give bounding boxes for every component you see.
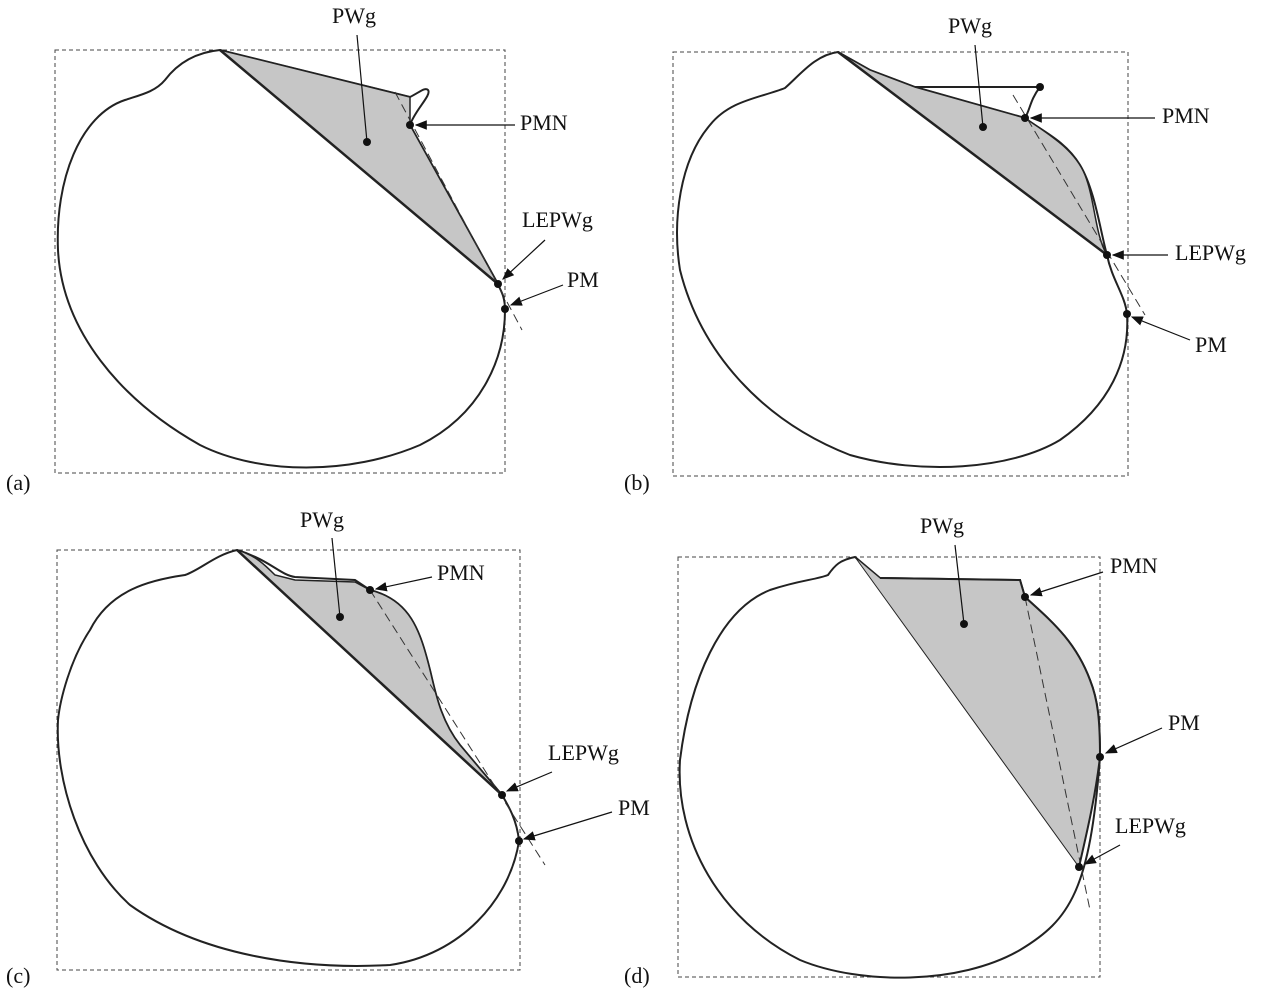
panel-b: PWg PMN LEPWg PM (b) [624,13,1246,495]
panel-d: PWg PMN PM LEPWg (d) [624,513,1200,988]
label: LEPWg [522,207,593,232]
label: PM [1168,710,1200,735]
label: PMN [520,110,568,135]
arrow [1106,728,1162,753]
point [1103,251,1111,259]
point [366,586,374,594]
panel-label: (d) [624,963,650,988]
arrow [1132,317,1190,340]
panel-label: (b) [624,470,650,495]
arrow [511,285,563,305]
label: PMN [1162,103,1210,128]
point [494,280,502,288]
label: PM [567,267,599,292]
point [501,305,509,313]
arrow [1085,845,1120,864]
arrow [507,772,552,791]
label: PWg [920,513,964,538]
label: PWg [332,3,376,28]
label: LEPWg [1175,240,1246,265]
label: PMN [437,560,485,585]
arrow [524,812,612,839]
label: PWg [300,507,344,532]
panel-label: (c) [6,963,30,988]
point [1021,593,1029,601]
point [1036,83,1044,91]
figure: PWg PMN LEPWg PM (a) PWg PMN LEPWg PM (b… [0,0,1271,990]
arrow [376,577,432,589]
outline [677,52,1127,467]
point [515,837,523,845]
point [498,791,506,799]
panel-label: (a) [6,470,30,495]
outline [58,550,519,966]
label: PMN [1110,553,1158,578]
arrow [503,240,545,279]
point [1096,753,1104,761]
point [1123,310,1131,318]
point [1075,863,1083,871]
point [406,121,414,129]
label: PWg [948,13,992,38]
panel-a: PWg PMN LEPWg PM (a) [6,3,599,495]
panel-c: PWg PMN LEPWg PM (c) [6,507,650,988]
label: LEPWg [548,740,619,765]
point [1021,114,1029,122]
outline [58,50,505,468]
label: LEPWg [1115,813,1186,838]
arrow [1031,572,1103,595]
label: PM [1195,332,1227,357]
label: PM [618,795,650,820]
